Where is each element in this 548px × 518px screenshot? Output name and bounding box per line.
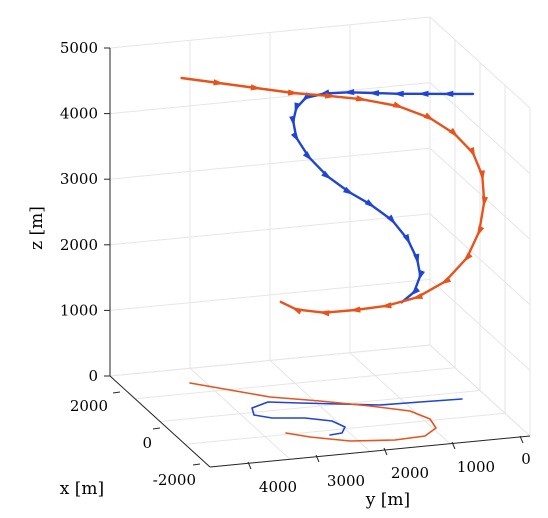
z-tick-label: 4000 (60, 105, 98, 123)
x-axis-line (109, 375, 211, 468)
orange-trajectory-line (180, 76, 486, 314)
orange-direction-marker (250, 84, 262, 91)
x-tick-label: -2000 (153, 471, 196, 489)
y-tick-mark (383, 447, 388, 456)
orange-direction-marker (324, 92, 337, 99)
blue-direction-marker (294, 102, 301, 114)
y-tick-mark (247, 461, 252, 470)
y-tick-mark (315, 454, 320, 463)
blue-direction-marker (289, 115, 296, 128)
x-tick-mark (152, 427, 161, 430)
orange-ground-projection (189, 382, 437, 442)
orange-direction-marker (462, 252, 473, 263)
y-tick-label: 1000 (457, 458, 495, 476)
floor-grid-line (269, 360, 371, 452)
x-axis-title: x [m] (60, 479, 104, 499)
orange-direction-marker (355, 95, 368, 102)
z-axis-title: z [m] (27, 206, 47, 250)
blue-direction-marker (442, 90, 454, 97)
blue-direction-marker (386, 214, 397, 226)
orange-direction-marker (287, 89, 300, 96)
orange-direction-marker (468, 147, 476, 159)
blue-direction-marker (343, 88, 355, 96)
floor-grid-line (429, 344, 531, 437)
series-layer (180, 76, 489, 317)
x-tick-mark (112, 391, 121, 394)
orange-direction-marker (349, 306, 361, 313)
ground-projection-layer (189, 382, 463, 442)
z-tick-label: 0 (88, 367, 98, 385)
blue-direction-marker (413, 253, 420, 266)
y-tick-label: 4000 (259, 478, 297, 496)
x-tick-label: 2000 (70, 397, 108, 415)
orange-direction-marker (392, 101, 405, 109)
x-tick-mark (192, 463, 201, 466)
y-tick-label: 2000 (391, 464, 429, 482)
blue-ground-projection (251, 398, 463, 436)
y-tick-mark (519, 435, 524, 444)
orange-direction-marker (213, 79, 225, 86)
y-tick-label: 0 (521, 450, 531, 468)
axis-layer (104, 47, 531, 470)
orange-direction-marker (411, 292, 423, 299)
x-tick-label: 0 (142, 434, 152, 452)
orange-direction-marker (380, 302, 392, 309)
blue-direction-marker (417, 90, 429, 97)
y-axis-title: y [m] (365, 490, 410, 510)
blue-direction-marker (343, 186, 355, 196)
orange-direction-marker (439, 276, 452, 285)
blue-direction-marker (321, 170, 333, 180)
blue-trajectory-line (292, 91, 475, 304)
blue-direction-marker (367, 90, 380, 97)
orange-direction-marker (478, 170, 486, 182)
blue-direction-marker (364, 199, 376, 209)
orange-direction-marker (476, 225, 485, 237)
grid-layer (109, 16, 531, 468)
y-axis-line (209, 435, 531, 468)
z-tick-label: 3000 (60, 170, 98, 188)
orange-direction-marker (423, 112, 435, 122)
floor-grid-line (349, 352, 451, 445)
y-tick-label: 3000 (327, 472, 365, 490)
orange-direction-marker (448, 127, 459, 139)
orange-direction-marker (481, 196, 489, 208)
orange-direction-marker (290, 306, 303, 315)
blue-direction-marker (302, 151, 313, 162)
blue-direction-marker (392, 90, 404, 97)
blue-direction-marker (290, 131, 300, 143)
blue-direction-marker (402, 233, 411, 246)
z-tick-label: 5000 (60, 39, 98, 57)
tick-label-layer: 0 1000 2000 3000 4000 5000 2000 0 -2000 4000 3000 2… (60, 39, 531, 496)
y-tick-mark (451, 441, 456, 450)
blue-direction-marker (418, 269, 426, 282)
z-tick-label: 2000 (60, 236, 98, 254)
orange-direction-marker (318, 310, 330, 317)
blue-direction-marker (409, 286, 421, 296)
z-tick-label: 1000 (60, 301, 98, 319)
